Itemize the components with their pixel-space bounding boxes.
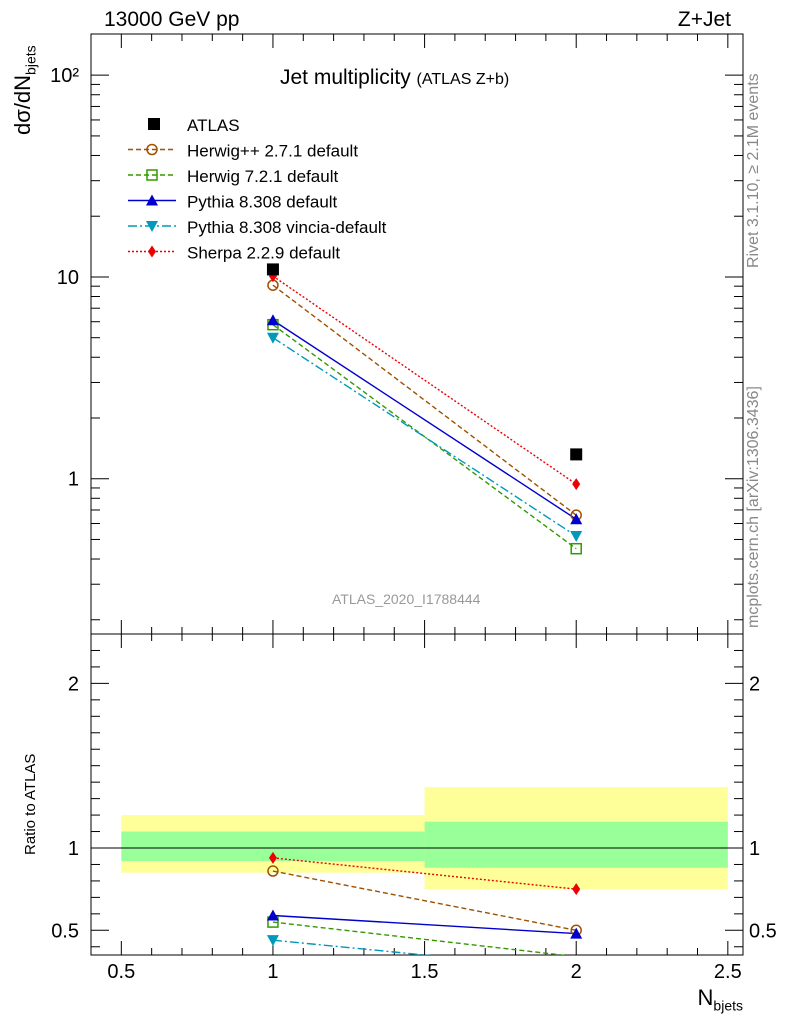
legend-marker-1 [146,169,158,181]
y-tick-label: 10² [50,65,79,87]
x-tick-label: 0.5 [107,961,135,983]
series-4-main-line [272,275,577,485]
x-tick-label: 1 [267,961,278,983]
legend-marker-2 [146,194,158,206]
legend-label-0: Herwig++ 2.7.1 default [187,142,358,161]
data-markers [266,263,583,947]
x-axis-label-sub: bjets [713,997,743,1014]
ratio-plot-frame [90,633,744,956]
series-lines [272,275,577,955]
series-2-ratio-point [266,909,279,921]
series-0-ratio-line [272,870,577,931]
x-axis-label: Nbjets [698,985,743,1013]
legend-atlas-marker [148,118,160,130]
legend-marker-4 [148,245,156,258]
series-0-ratio-point [267,865,279,877]
analysis-label: ATLAS_2020_I1788444 [332,591,481,607]
chart-title: Jet multiplicity (ATLAS Z+b) [280,66,509,90]
series-1-point [570,542,582,555]
chart-title-main: Jet multiplicity [280,66,411,89]
atlas-data-point [266,263,279,276]
x-axis-label-main: N [697,985,714,1010]
series-3-point [266,332,279,344]
series-2-ratio-line [272,914,577,935]
legend-marker-0 [146,143,158,156]
header-right: Z+Jet [677,8,731,31]
ratio-tick-label-right: 1 [749,838,760,860]
legend-label-3: Pythia 8.308 vincia-default [187,218,387,237]
legend-label-4: Sherpa 2.2.9 default [187,244,340,263]
ratio-tick-label-right: 2 [749,673,760,695]
x-tick-label: 2.5 [714,961,742,983]
header-left: 13000 GeV pp [104,8,240,31]
series-4-point [572,478,581,491]
y-tick-label: 10 [57,267,79,289]
series-3-ratio-point [266,935,279,947]
inner-band-1 [424,821,728,868]
series-2-point [266,314,279,326]
ratio-tick-label: 1 [68,838,79,860]
legend-label-1: Herwig 7.2.1 default [187,167,338,186]
ratio-tick-label-right: 0.5 [749,920,777,942]
series-4-ratio-point [268,851,277,864]
series-2-point [570,513,583,525]
series-4-ratio-line [272,857,577,890]
series-1-main-line [272,324,577,550]
legend-marker-3 [146,221,158,232]
axis-frames [90,33,744,956]
atlas-data-point [570,448,583,461]
y-tick-label: 1 [68,469,79,491]
x-tick-label: 2 [571,961,582,983]
ratio-tick-label: 2 [68,673,79,695]
series-0-main-line [272,284,577,516]
legend: ATLAS Herwig++ 2.7.1 default Herwig 7.2.1 … [128,116,387,263]
axis-ticks: 0.5 1 1.5 2 2.5 1 10 10² 0.5 0.5 1 1 2 2 [50,34,777,983]
legend-atlas-label: ATLAS [187,116,240,135]
series-3-point [570,531,583,543]
ratio-tick-label: 0.5 [51,920,79,942]
x-tick-label: 1.5 [411,961,439,983]
series-2-ratio-point [570,927,583,939]
legend-label-2: Pythia 8.308 default [187,193,338,212]
series-4-ratio-point [572,883,581,896]
series-3-main-line [272,337,577,537]
chart-subtitle: (ATLAS Z+b) [416,71,510,88]
series-1-ratio-line [272,921,568,955]
series-2-main-line [272,319,577,520]
